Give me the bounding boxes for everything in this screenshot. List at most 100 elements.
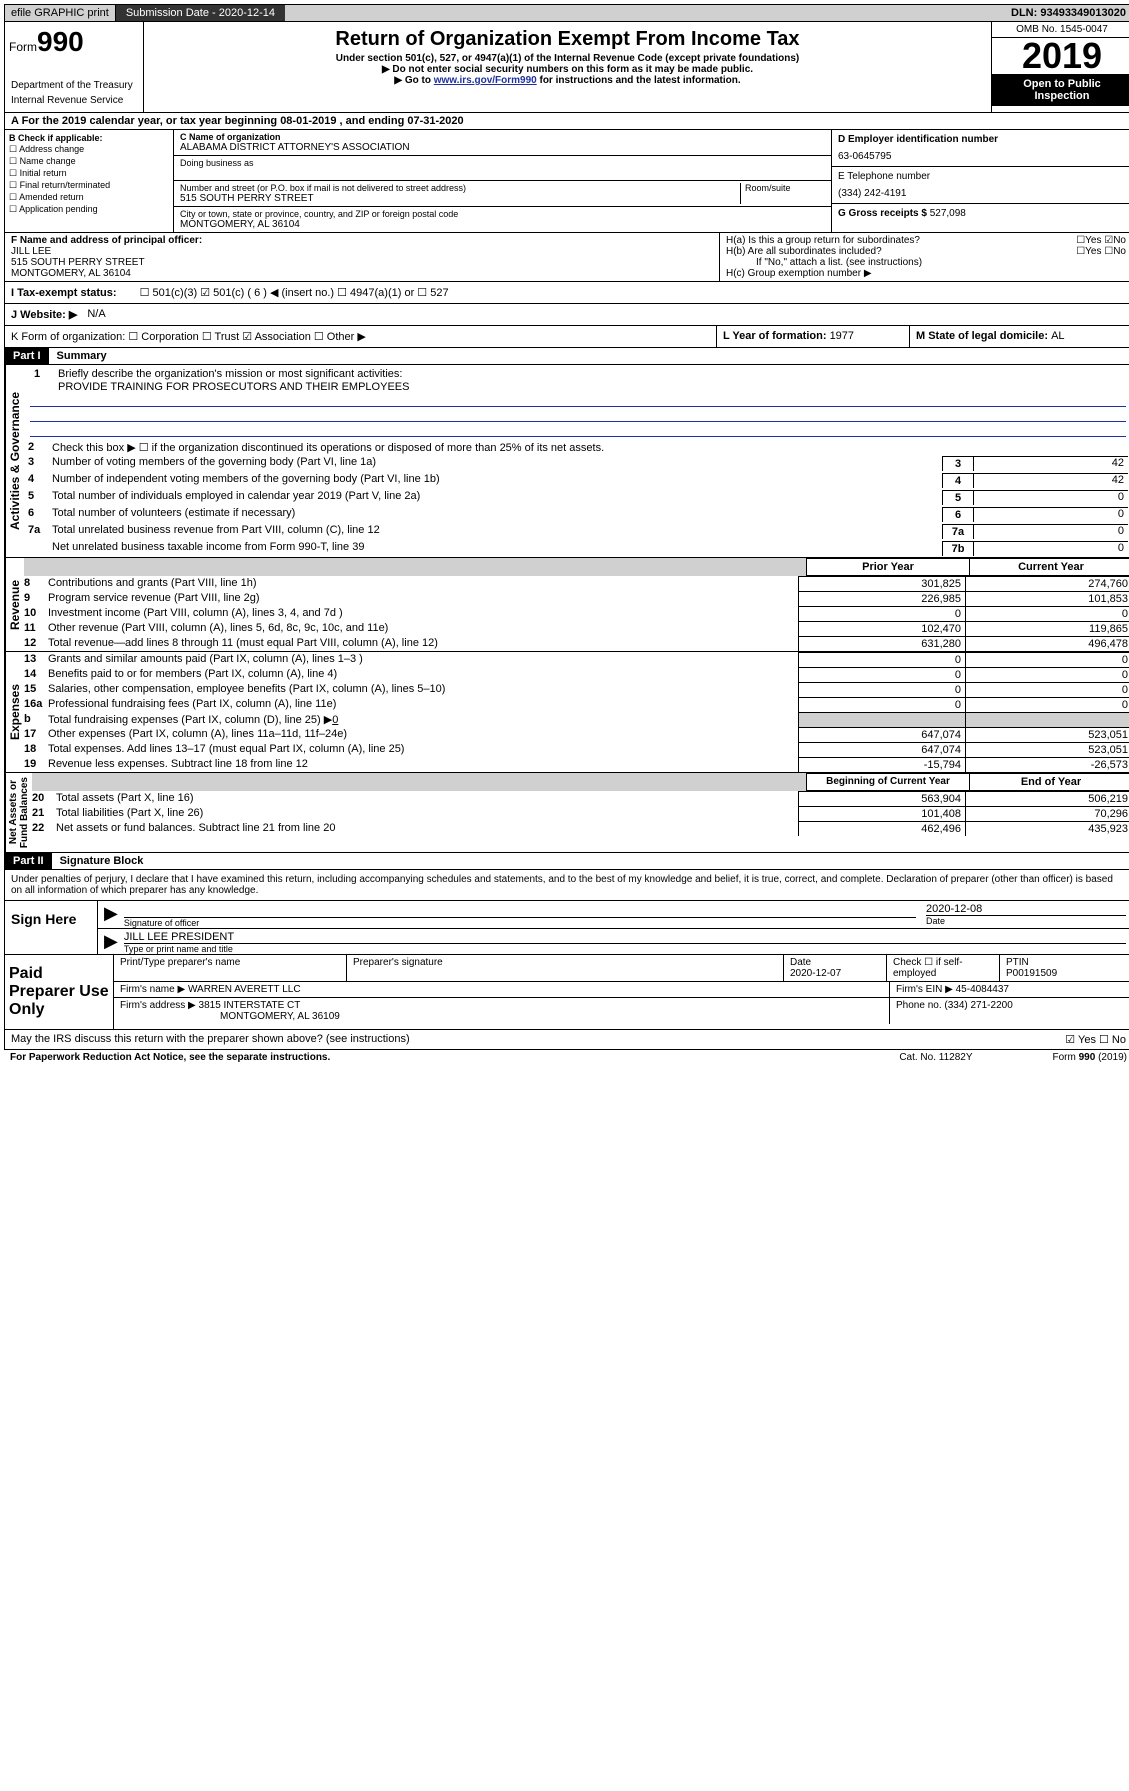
- cb-final-return[interactable]: ☐ Final return/terminated: [9, 180, 169, 191]
- line-7a-label: Total unrelated business revenue from Pa…: [52, 524, 942, 536]
- officer-print-name: JILL LEE PRESIDENT: [124, 931, 1126, 943]
- part-1-badge: Part I: [5, 348, 49, 364]
- line-12-current: 496,478: [965, 636, 1129, 651]
- header-block-bcdefg: B Check if applicable: ☐ Address change …: [4, 130, 1129, 233]
- line-15-label: Salaries, other compensation, employee b…: [48, 682, 798, 697]
- self-employed-cb[interactable]: Check ☐ if self-employed: [887, 955, 1000, 981]
- line-18-label: Total expenses. Add lines 13–17 (must eq…: [48, 742, 798, 757]
- col-b-header: B Check if applicable:: [9, 133, 169, 143]
- line-22-prior: 462,496: [798, 821, 965, 836]
- form-header: Form990 Department of the Treasury Inter…: [4, 22, 1129, 113]
- line-11-label: Other revenue (Part VIII, column (A), li…: [48, 621, 798, 636]
- line-20-prior: 563,904: [798, 791, 965, 806]
- col-defg: D Employer identification number 63-0645…: [832, 130, 1129, 232]
- row-i-tax-status: I Tax-exempt status: ☐ 501(c)(3) ☑ 501(c…: [4, 282, 1129, 304]
- cb-address-change[interactable]: ☐ Address change: [9, 144, 169, 155]
- line-11-current: 119,865: [965, 621, 1129, 636]
- line-12-prior: 631,280: [798, 636, 965, 651]
- line-22-current: 435,923: [965, 821, 1129, 836]
- row-fh: F Name and address of principal officer:…: [4, 233, 1129, 282]
- website-label: J Website: ▶: [11, 308, 77, 321]
- discuss-yn-checkboxes[interactable]: ☑ Yes ☐ No: [1065, 1033, 1126, 1046]
- room-suite-label: Room/suite: [740, 183, 825, 204]
- ein-label: D Employer identification number: [838, 134, 1126, 145]
- firm-ein-label: Firm's EIN ▶: [896, 984, 953, 995]
- website-value: N/A: [87, 308, 105, 321]
- line-9-prior: 226,985: [798, 591, 965, 606]
- line-16b-label: Total fundraising expenses (Part IX, col…: [48, 712, 798, 727]
- line-13-current: 0: [965, 652, 1129, 667]
- col-k-form-org[interactable]: K Form of organization: ☐ Corporation ☐ …: [5, 326, 717, 347]
- h-a-label: H(a) Is this a group return for subordin…: [726, 235, 1076, 246]
- line-3-value: 42: [974, 456, 1128, 469]
- line-15-prior: 0: [798, 682, 965, 697]
- line-a-tax-period: A For the 2019 calendar year, or tax yea…: [4, 113, 1129, 130]
- row-j-website: J Website: ▶ N/A: [4, 304, 1129, 326]
- col-c-org-info: C Name of organization ALABAMA DISTRICT …: [174, 130, 832, 232]
- firm-phone-label: Phone no.: [896, 1000, 944, 1011]
- prep-sig-header: Preparer's signature: [347, 955, 784, 981]
- line-16a-prior: 0: [798, 697, 965, 712]
- sign-date: 2020-12-08: [926, 903, 1126, 915]
- line-8-prior: 301,825: [798, 576, 965, 591]
- paperwork-notice: For Paperwork Reduction Act Notice, see …: [10, 1052, 899, 1063]
- line-1-label: Briefly describe the organization's miss…: [58, 368, 1122, 380]
- part-2-badge: Part II: [5, 853, 52, 869]
- paid-preparer-section: Paid Preparer Use Only Print/Type prepar…: [4, 955, 1129, 1030]
- cb-application-pending[interactable]: ☐ Application pending: [9, 204, 169, 215]
- dept-treasury: Department of the Treasury: [9, 78, 139, 93]
- line-19-label: Revenue less expenses. Subtract line 18 …: [48, 757, 798, 772]
- cb-initial-return[interactable]: ☐ Initial return: [9, 168, 169, 179]
- phone-label: E Telephone number: [838, 171, 1126, 182]
- line-10-label: Investment income (Part VIII, column (A)…: [48, 606, 798, 621]
- firm-name-label: Firm's name ▶: [120, 984, 185, 995]
- print-name-label: Type or print name and title: [124, 943, 1126, 954]
- eoy-header: End of Year: [969, 773, 1129, 791]
- sign-here-section: Sign Here ▶ Signature of officer 2020-12…: [4, 901, 1129, 955]
- line-21-current: 70,296: [965, 806, 1129, 821]
- netassets-vert-label: Net Assets or Fund Balances: [5, 773, 32, 852]
- prep-date: 2020-12-07: [790, 968, 880, 979]
- col-m-domicile: M State of legal domicile: AL: [910, 326, 1129, 347]
- prep-name-header: Print/Type preparer's name: [114, 955, 347, 981]
- line-14-prior: 0: [798, 667, 965, 682]
- line-3-label: Number of voting members of the governin…: [52, 456, 942, 468]
- form-label: Form: [9, 40, 37, 54]
- h-a-checkboxes[interactable]: ☐Yes ☑No: [1076, 235, 1126, 246]
- line-4-label: Number of independent voting members of …: [52, 473, 942, 485]
- irs-link[interactable]: www.irs.gov/Form990: [434, 75, 537, 86]
- footer-row: For Paperwork Reduction Act Notice, see …: [4, 1050, 1129, 1065]
- prior-year-header: Prior Year: [806, 558, 969, 576]
- tax-year: 2019: [992, 38, 1129, 74]
- h-c-label: H(c) Group exemption number ▶: [726, 268, 1126, 279]
- tax-status-options[interactable]: ☐ 501(c)(3) ☑ 501(c) ( 6 ) ◀ (insert no.…: [140, 287, 449, 299]
- signature-label: Signature of officer: [124, 917, 916, 928]
- arrow-icon: ▶: [104, 903, 124, 928]
- paid-preparer-label: Paid Preparer Use Only: [5, 955, 114, 1029]
- discuss-text: May the IRS discuss this return with the…: [11, 1033, 1065, 1046]
- revenue-section: Revenue Prior Year Current Year 8Contrib…: [4, 558, 1129, 652]
- tax-status-label: I Tax-exempt status:: [11, 287, 117, 299]
- city-label: City or town, state or province, country…: [180, 209, 825, 219]
- current-year-header: Current Year: [969, 558, 1129, 576]
- arrow-icon: ▶: [104, 931, 124, 954]
- bcy-header: Beginning of Current Year: [806, 773, 969, 791]
- line-16b-value: 0: [332, 714, 338, 726]
- line-5-label: Total number of individuals employed in …: [52, 490, 942, 502]
- efile-label[interactable]: efile GRAPHIC print: [5, 5, 116, 21]
- line-20-current: 506,219: [965, 791, 1129, 806]
- line-22-label: Net assets or fund balances. Subtract li…: [56, 821, 798, 836]
- line-13-label: Grants and similar amounts paid (Part IX…: [48, 652, 798, 667]
- cat-number: Cat. No. 11282Y: [899, 1052, 972, 1063]
- line-21-label: Total liabilities (Part X, line 26): [56, 806, 798, 821]
- line-17-label: Other expenses (Part IX, column (A), lin…: [48, 727, 798, 742]
- cb-name-change[interactable]: ☐ Name change: [9, 156, 169, 167]
- dba-label: Doing business as: [180, 158, 825, 168]
- line-4-value: 42: [974, 473, 1128, 486]
- h-b-checkboxes[interactable]: ☐Yes ☐No: [1076, 246, 1126, 257]
- line-14-label: Benefits paid to or for members (Part IX…: [48, 667, 798, 682]
- line-2[interactable]: Check this box ▶ ☐ if the organization d…: [52, 441, 1128, 454]
- cb-amended[interactable]: ☐ Amended return: [9, 192, 169, 203]
- firm-addr1: 3815 INTERSTATE CT: [199, 1000, 301, 1011]
- col-l-year: L Year of formation: 1977: [717, 326, 910, 347]
